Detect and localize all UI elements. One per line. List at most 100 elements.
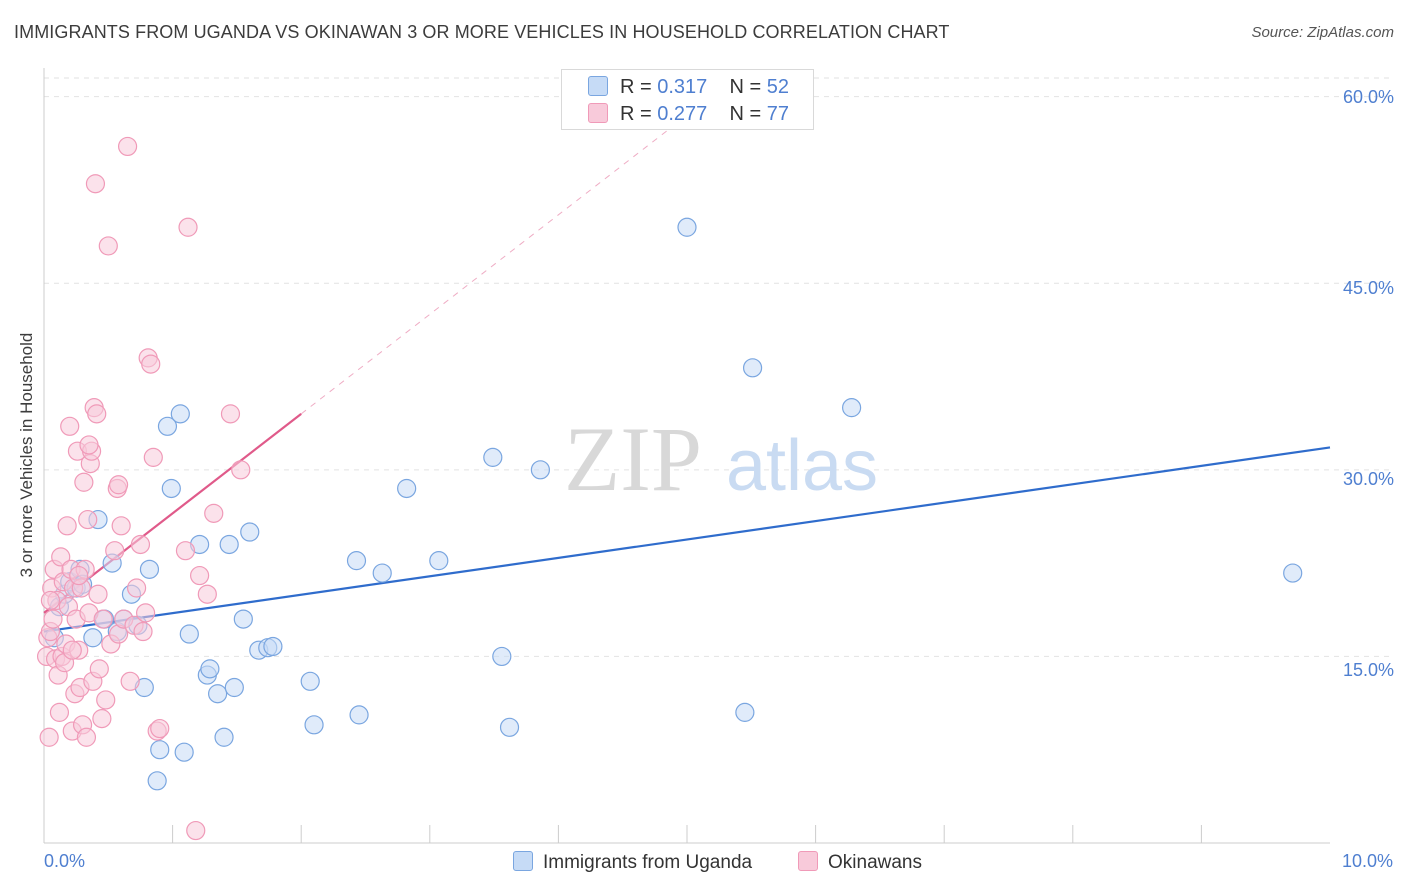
n-value: 77 (766, 103, 790, 125)
uganda-point (742, 358, 763, 378)
uganda-point (179, 624, 199, 644)
uganda-point (174, 742, 194, 762)
okinawans-point (141, 354, 161, 374)
legend-item-uganda[interactable]: Immigrants from Uganda (513, 851, 752, 874)
watermark-zip: ZIP (564, 408, 702, 510)
okinawans-trend-extension (300, 114, 688, 415)
okinawans-point (204, 503, 224, 523)
uganda-point (346, 551, 367, 571)
chart-title: IMMIGRANTS FROM UGANDA VS OKINAWAN 3 OR … (14, 22, 950, 42)
okinawans-point (88, 584, 108, 604)
okinawans-point (150, 718, 170, 739)
okinawans-point (79, 435, 99, 455)
okinawans-point (231, 460, 251, 480)
uganda-point (233, 609, 253, 629)
okinawans-point (130, 534, 151, 555)
uganda-point (677, 217, 697, 237)
okinawans-point (98, 236, 118, 256)
axes (43, 68, 1330, 844)
uganda-point (735, 702, 755, 722)
uganda-point (397, 478, 417, 499)
watermark-atlas: atlas (726, 426, 878, 506)
data-points (36, 136, 1303, 841)
uganda-point (429, 551, 449, 571)
uganda-point (161, 478, 181, 499)
okinawans-point (51, 547, 71, 567)
uganda-point (300, 671, 320, 691)
okinawans-point (120, 671, 140, 691)
okinawans-point (220, 404, 241, 424)
uganda-point (483, 447, 503, 467)
okinawans-point (108, 475, 129, 495)
legend-label: Immigrants from Uganda (543, 852, 753, 873)
watermark: ZIP atlas (564, 408, 878, 510)
uganda-point (208, 684, 228, 704)
uganda-point (214, 727, 234, 747)
uganda-point (139, 559, 160, 579)
legend-row-okinawans: R = 0.277 N = 77 (588, 103, 789, 126)
y-tick-label: 45.0% (1342, 278, 1394, 298)
okinawans-point (126, 578, 147, 598)
trend-lines (43, 114, 1331, 633)
uganda-point (240, 522, 260, 542)
okinawans-point (96, 690, 116, 710)
okinawans-point (186, 820, 206, 841)
gridlines (44, 77, 1393, 657)
uganda-point (263, 636, 283, 657)
uganda-point (170, 404, 190, 424)
uganda-point (842, 398, 862, 418)
okinawans-point (49, 702, 70, 722)
r-value: 0.277 (657, 103, 708, 125)
n-value: 52 (766, 76, 790, 98)
okinawans-point (74, 472, 94, 492)
okinawans-point (105, 541, 125, 561)
okinawans-point (89, 659, 109, 679)
okinawans-point (60, 416, 80, 436)
okinawans-swatch (588, 103, 608, 123)
uganda-point (219, 534, 239, 555)
uganda-point (83, 628, 103, 648)
uganda-point (147, 771, 167, 791)
okinawans-point (111, 516, 131, 536)
okinawans-point (69, 565, 89, 586)
okinawans-point (76, 727, 97, 747)
okinawans-point (43, 609, 63, 629)
uganda-point (224, 677, 244, 698)
okinawans-point (178, 217, 198, 237)
okinawans-point (135, 603, 156, 623)
okinawans-point (93, 609, 113, 629)
n-label: N = (729, 76, 762, 98)
stats-legend: R = 0.317 N = 52 R = 0.277 N = 77 (561, 69, 814, 130)
uganda-point (372, 563, 392, 583)
r-label: R = (620, 103, 652, 125)
okinawans-swatch (798, 851, 818, 871)
y-tick-label: 15.0% (1342, 660, 1394, 680)
uganda-point (530, 460, 550, 480)
legend-item-okinawans[interactable]: Okinawans (798, 851, 922, 874)
okinawans-point (190, 565, 210, 586)
y-tick-label: 60.0% (1342, 87, 1394, 107)
uganda-point (200, 659, 220, 679)
legend-label: Okinawans (828, 852, 922, 873)
uganda-swatch (588, 76, 608, 96)
okinawans-point (40, 590, 61, 611)
okinawans-point (117, 136, 138, 157)
series-legend: Immigrants from Uganda Okinawans (0, 851, 1406, 877)
r-label: R = (620, 76, 652, 98)
n-label: N = (729, 103, 762, 125)
uganda-swatch (513, 851, 533, 871)
uganda-point (349, 705, 369, 725)
uganda-point (157, 416, 178, 436)
okinawans-point (78, 509, 98, 530)
okinawans-point (39, 727, 59, 747)
r-value: 0.317 (657, 76, 708, 98)
legend-row-uganda: R = 0.317 N = 52 (588, 76, 789, 99)
okinawans-point (92, 709, 112, 729)
okinawans-point (85, 174, 106, 194)
uganda-point (492, 646, 512, 667)
okinawans-point (62, 640, 82, 660)
uganda-point (1283, 563, 1303, 583)
okinawans-point (197, 584, 217, 604)
uganda-point (499, 717, 520, 737)
